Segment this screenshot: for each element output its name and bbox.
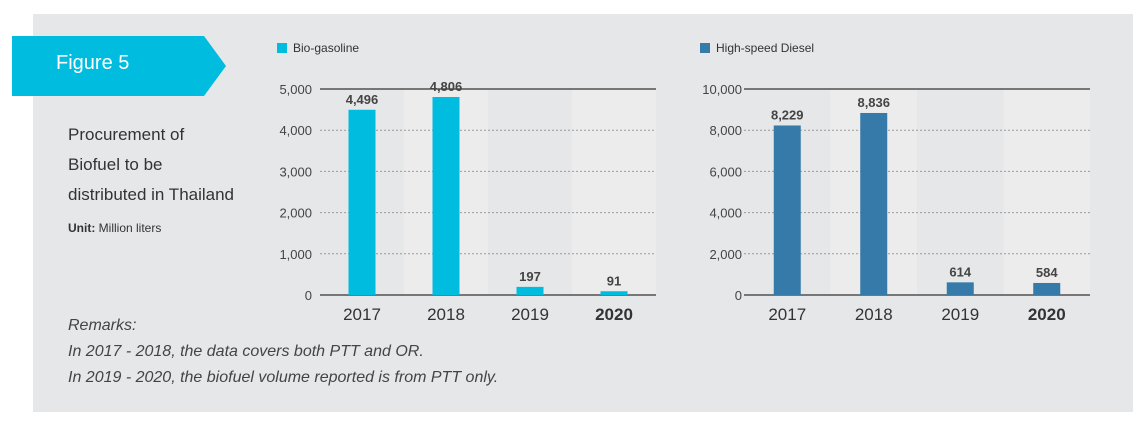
y-tick-label: 0 <box>735 288 742 303</box>
figure-title: Procurement of Biofuel to be distributed… <box>68 120 268 210</box>
y-tick-label: 0 <box>305 288 312 303</box>
category-band <box>1003 89 1090 295</box>
y-tick-label: 2,000 <box>709 247 742 262</box>
figure-label: Figure 5 <box>56 52 130 74</box>
y-tick-label: 8,000 <box>709 123 742 138</box>
legend-swatch <box>277 43 287 53</box>
unit-note: Unit: Million liters <box>68 221 161 235</box>
y-tick-label: 1,000 <box>279 247 312 262</box>
y-tick-label: 10,000 <box>702 82 742 97</box>
bar <box>516 286 544 295</box>
figure-tab <box>12 36 226 96</box>
category-band <box>572 89 656 295</box>
data-label: 4,806 <box>430 79 463 94</box>
x-tick-label: 2017 <box>343 305 381 324</box>
data-label: 197 <box>519 269 541 284</box>
figure-title-line: distributed in Thailand <box>68 185 235 204</box>
data-label: 91 <box>607 273 621 288</box>
data-label: 8,229 <box>771 107 804 122</box>
x-tick-label: 2019 <box>511 305 549 324</box>
x-tick-label: 2017 <box>768 305 806 324</box>
x-tick-label: 2018 <box>855 305 893 324</box>
figure-title-line: Biofuel to be <box>68 155 163 174</box>
legend-swatch <box>700 43 710 53</box>
figure-tab-shape <box>12 36 226 96</box>
y-tick-label: 6,000 <box>709 164 742 179</box>
y-tick-label: 4,000 <box>709 206 742 221</box>
data-label: 614 <box>949 264 971 279</box>
remarks-title: Remarks: <box>68 317 137 334</box>
y-tick-label: 3,000 <box>279 164 312 179</box>
bar <box>348 109 376 295</box>
figure-title-line: Procurement of <box>68 125 185 144</box>
bar <box>432 96 460 295</box>
bar <box>773 125 801 295</box>
bar <box>860 112 888 296</box>
data-label: 4,496 <box>346 92 379 107</box>
x-tick-label: 2018 <box>427 305 465 324</box>
remarks-line: In 2019 - 2020, the biofuel volume repor… <box>68 369 499 386</box>
bar <box>600 291 628 295</box>
unit-label: Unit: <box>68 221 96 235</box>
data-label: 584 <box>1036 265 1058 280</box>
remarks: Remarks: In 2017 - 2018, the data covers… <box>68 313 498 391</box>
x-tick-label: 2019 <box>941 305 979 324</box>
x-tick-label: 2020 <box>1028 305 1066 324</box>
y-tick-label: 5,000 <box>279 82 312 97</box>
x-tick-label: 2020 <box>595 305 633 324</box>
y-tick-label: 2,000 <box>279 206 312 221</box>
y-tick-label: 4,000 <box>279 123 312 138</box>
remarks-line: In 2017 - 2018, the data covers both PTT… <box>68 343 424 360</box>
bar <box>946 282 974 295</box>
legend-label: High-speed Diesel <box>716 41 814 55</box>
unit-value: Million liters <box>98 221 162 235</box>
legend-label: Bio-gasoline <box>293 41 359 55</box>
bar <box>1033 282 1061 295</box>
data-label: 8,836 <box>857 95 890 110</box>
